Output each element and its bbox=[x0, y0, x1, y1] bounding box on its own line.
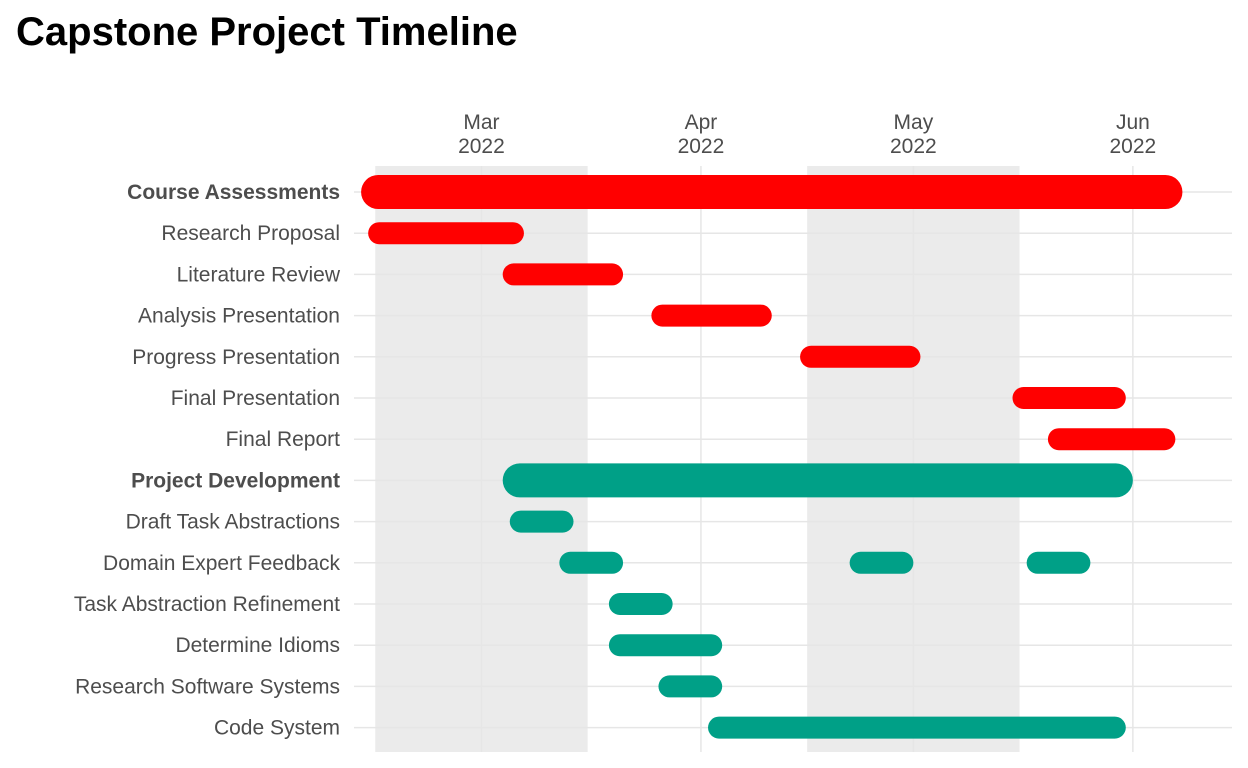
task-label: Final Report bbox=[226, 428, 341, 451]
task-label: Research Software Systems bbox=[75, 675, 340, 698]
tick-label-month: May bbox=[894, 111, 934, 134]
group-label: Course Assessments bbox=[127, 181, 340, 204]
task-label: Code System bbox=[214, 717, 340, 740]
task-label: Research Proposal bbox=[161, 222, 340, 245]
tick-label-month: Mar bbox=[463, 111, 499, 134]
month-shading bbox=[375, 166, 1020, 752]
task-label: Task Abstraction Refinement bbox=[74, 593, 340, 616]
tick-label-month: Apr bbox=[685, 111, 718, 134]
task-labels: Course Assessments Research Proposal Liter… bbox=[74, 181, 341, 740]
task-bars bbox=[361, 175, 1183, 739]
task-label: Domain Expert Feedback bbox=[103, 552, 340, 575]
tick-label-year: 2022 bbox=[1110, 135, 1157, 158]
task-label: Final Presentation bbox=[171, 387, 340, 410]
task-label: Literature Review bbox=[177, 263, 341, 286]
chart-title: Capstone Project Timeline bbox=[16, 10, 518, 54]
task-label: Progress Presentation bbox=[132, 346, 340, 369]
task-label: Analysis Presentation bbox=[138, 305, 340, 328]
tick-label-year: 2022 bbox=[890, 135, 937, 158]
tick-label-month: Jun bbox=[1116, 111, 1150, 134]
task-label: Draft Task Abstractions bbox=[126, 511, 340, 534]
tick-label-year: 2022 bbox=[678, 135, 725, 158]
tick-label-year: 2022 bbox=[458, 135, 505, 158]
group-label: Project Development bbox=[131, 469, 340, 492]
task-label: Determine Idioms bbox=[175, 634, 340, 657]
